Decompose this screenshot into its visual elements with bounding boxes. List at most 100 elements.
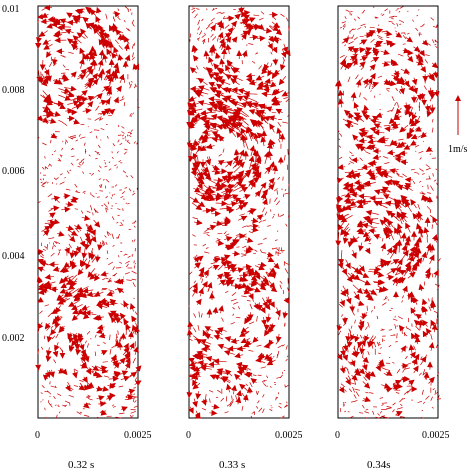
velocity-vector bbox=[217, 266, 223, 271]
velocity-vector bbox=[229, 115, 242, 122]
velocity-vector bbox=[343, 62, 350, 71]
velocity-vector bbox=[430, 334, 433, 340]
velocity-vector bbox=[197, 187, 211, 195]
velocity-vector bbox=[62, 404, 67, 408]
velocity-vector bbox=[73, 332, 79, 341]
velocity-vector bbox=[37, 324, 41, 326]
velocity-vector bbox=[96, 300, 103, 306]
velocity-vector bbox=[96, 152, 100, 155]
velocity-vector bbox=[196, 8, 200, 10]
velocity-vector bbox=[79, 47, 85, 59]
velocity-vector bbox=[90, 205, 93, 211]
velocity-vector bbox=[44, 245, 48, 249]
velocity-vector bbox=[224, 236, 233, 242]
velocity-vector bbox=[349, 415, 354, 419]
velocity-vector bbox=[225, 290, 229, 294]
velocity-vector bbox=[266, 251, 274, 258]
velocity-vector bbox=[48, 208, 54, 212]
velocity-vector bbox=[257, 103, 270, 110]
velocity-vector bbox=[351, 34, 355, 40]
velocity-vector bbox=[46, 98, 55, 105]
velocity-vector bbox=[65, 107, 74, 114]
velocity-vector bbox=[405, 355, 408, 360]
velocity-vector bbox=[248, 109, 261, 115]
velocity-vector bbox=[380, 13, 382, 15]
velocity-vector bbox=[49, 369, 55, 378]
velocity-vector bbox=[408, 84, 415, 92]
velocity-vector bbox=[58, 119, 64, 123]
velocity-vector bbox=[421, 389, 424, 395]
velocity-vector bbox=[373, 279, 386, 286]
velocity-vector bbox=[246, 395, 248, 400]
velocity-vector bbox=[119, 314, 124, 319]
velocity-vector bbox=[366, 134, 376, 141]
velocity-vector bbox=[132, 329, 135, 334]
velocity-vector bbox=[278, 405, 282, 409]
velocity-vector bbox=[276, 376, 282, 379]
velocity-vector bbox=[258, 17, 264, 21]
velocity-vector bbox=[262, 408, 265, 414]
velocity-vector bbox=[411, 332, 417, 340]
velocity-vector bbox=[343, 181, 353, 188]
velocity-vector bbox=[243, 248, 252, 255]
velocity-vector bbox=[272, 164, 279, 175]
velocity-vector bbox=[80, 136, 86, 139]
velocity-vector bbox=[44, 304, 50, 307]
velocity-vector bbox=[259, 182, 267, 192]
velocity-vector bbox=[132, 23, 135, 27]
velocity-vector bbox=[187, 151, 194, 163]
velocity-vector bbox=[280, 13, 285, 17]
velocity-vector bbox=[245, 237, 254, 243]
velocity-vector bbox=[220, 397, 225, 402]
velocity-vector bbox=[73, 337, 80, 345]
velocity-vector bbox=[233, 197, 242, 203]
velocity-vector bbox=[214, 92, 229, 99]
velocity-vector bbox=[118, 73, 125, 84]
velocity-vector bbox=[38, 289, 47, 296]
velocity-vector bbox=[373, 341, 377, 348]
velocity-vector bbox=[114, 164, 117, 167]
velocity-vector bbox=[105, 195, 108, 199]
velocity-vector bbox=[396, 211, 403, 225]
velocity-vector bbox=[189, 365, 201, 372]
velocity-vector bbox=[362, 399, 365, 402]
velocity-vector bbox=[351, 236, 360, 244]
velocity-vector bbox=[352, 284, 364, 294]
velocity-vector bbox=[408, 107, 414, 118]
velocity-vector bbox=[423, 371, 430, 380]
x-tick-label-start: 0 bbox=[335, 430, 340, 441]
velocity-vector bbox=[262, 379, 266, 383]
velocity-vector bbox=[381, 382, 391, 389]
velocity-vector bbox=[407, 271, 416, 279]
velocity-vector bbox=[70, 44, 79, 50]
velocity-vector bbox=[274, 383, 277, 386]
velocity-vector bbox=[107, 135, 109, 139]
velocity-vector bbox=[357, 300, 365, 307]
velocity-vector bbox=[241, 405, 244, 411]
velocity-vector bbox=[231, 27, 235, 32]
velocity-vector bbox=[59, 154, 62, 158]
velocity-vector bbox=[187, 320, 194, 330]
velocity-vector bbox=[196, 171, 205, 180]
velocity-vector bbox=[117, 8, 120, 11]
velocity-vector bbox=[208, 96, 221, 103]
velocity-vector bbox=[348, 338, 352, 344]
velocity-vector bbox=[406, 177, 409, 180]
velocity-vector bbox=[413, 45, 421, 52]
velocity-vector bbox=[280, 417, 284, 419]
velocity-vector bbox=[56, 294, 64, 301]
velocity-vector bbox=[194, 112, 209, 119]
velocity-vector bbox=[347, 76, 351, 83]
velocity-vector bbox=[371, 85, 376, 90]
velocity-vector bbox=[109, 298, 117, 305]
velocity-vector bbox=[363, 96, 368, 101]
velocity-vector bbox=[400, 211, 408, 219]
velocity-vector bbox=[94, 273, 101, 282]
velocity-vector bbox=[420, 194, 427, 202]
velocity-vector bbox=[100, 139, 102, 141]
velocity-vector bbox=[276, 353, 279, 359]
velocity-vector bbox=[36, 69, 43, 83]
velocity-vector bbox=[81, 214, 91, 221]
velocity-vector bbox=[401, 329, 403, 334]
velocity-vector bbox=[336, 323, 343, 332]
